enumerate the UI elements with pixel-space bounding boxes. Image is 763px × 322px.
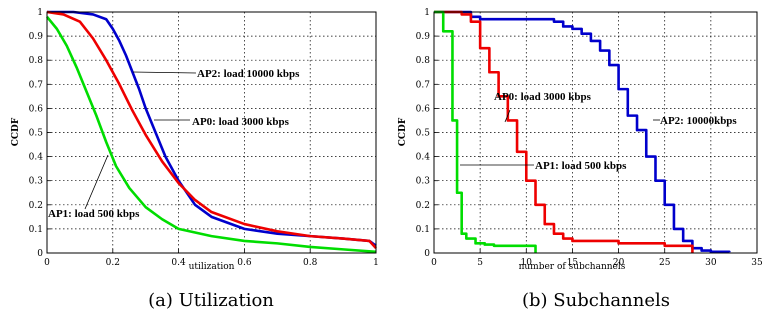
y-tick-label: 0.6 [416,104,431,114]
x-tick-label: 35 [751,258,763,268]
annotation-leader-ap0-b [504,109,511,123]
x-tick-label: 30 [705,258,717,268]
y-tick-label: 0.1 [29,225,43,235]
y-tick-label: 0.1 [416,225,430,235]
y-tick-label: 0.9 [29,32,44,42]
series-line-utilization-ap1 [45,15,377,254]
annotation-ap1: AP1: load 500 kbps [48,208,140,220]
grid-subchannels [434,12,757,253]
x-tick-label: 0.2 [106,258,120,268]
annotation-ap2: AP2: load 10000 kbps [197,68,300,80]
y-tick-label: 0.8 [29,56,44,66]
annotations-subchannels: AP2: 10000kbps AP0: load 3000 kbps AP1: … [460,91,737,172]
y-tick-label: 0.9 [416,32,431,42]
x-tick-label: 20 [613,258,625,268]
y-tick-label: 0.8 [416,56,431,66]
series-line-subchannels-ap1 [434,10,537,253]
x-tick-label: 10 [521,258,533,268]
y-tick-label: 0 [37,249,43,259]
x-tick-label: 25 [659,258,671,268]
annotation-leader-ap2 [132,71,197,74]
ticks-utilization: 0 0.2 0.4 0.6 0.8 1 0 0.1 0.2 0.3 0.4 0.5 0.6 0.7 0.8 0… [29,8,379,268]
series-line-utilization-ap0 [46,10,377,250]
x-tick-label: 0.6 [237,258,252,268]
y-tick-label: 1 [37,8,43,18]
x-tick-label: 5 [477,258,483,268]
caption-subchannels: (b) Subchannels [522,290,670,311]
annotation-ap2-b: AP2: 10000kbps [660,115,737,127]
x-tick-label: 0.4 [171,258,186,268]
y-axis-label-subchannels: CCDF [398,117,408,146]
x-tick-label: 15 [567,258,579,268]
x-tick-label: 0 [431,258,437,268]
y-tick-label: 0.7 [29,80,44,90]
y-axis-label-utilization: CCDF [11,117,21,146]
caption-utilization: (a) Utilization [148,290,274,311]
y-tick-label: 1 [424,8,430,18]
series-line-subchannels-ap0 [434,10,694,253]
y-tick-label: 0.2 [416,201,430,211]
grid-utilization [47,12,376,253]
y-tick-label: 0.7 [416,80,431,90]
annotation-ap0-b: AP0: load 3000 kbps [494,91,592,103]
y-tick-label: 0.4 [416,153,431,163]
panel-subchannels: 0 5 10 15 20 25 30 35 0 0.1 0.2 0.3 0.4 0.5 0.6 0.7 0.8 0… [398,8,763,272]
x-axis-label-subchannels: number of subchannels [519,262,626,272]
ticks-subchannels: 0 5 10 15 20 25 30 35 0 0.1 0.2 0.3 0.4 0.5 0.6 0.7 0.8 0… [416,8,763,268]
y-tick-label: 0.2 [29,201,43,211]
x-tick-label: 1 [373,258,379,268]
annotation-ap0: AP0: load 3000 kbps [192,116,290,128]
annotations-utilization: AP2: load 10000 kbps AP0: load 3000 kbps… [48,68,300,220]
plot-frame-subchannels [433,11,758,254]
y-tick-label: 0.3 [29,177,44,187]
panel-utilization: 0 0.2 0.4 0.6 0.8 1 0 0.1 0.2 0.3 0.4 0.5 0.6 0.7 0.8 0… [11,8,379,272]
series-line-subchannels-ap2 [434,10,731,254]
annotation-ap1-b: AP1: load 500 kbps [535,160,627,172]
y-tick-label: 0.3 [416,177,431,187]
y-tick-label: 0.6 [29,104,44,114]
y-tick-label: 0.4 [29,153,44,163]
series-subchannels [434,10,731,254]
series-utilization [45,10,377,254]
y-tick-label: 0.5 [416,129,431,139]
x-tick-label: 0 [44,258,50,268]
plot-frame-utilization [46,11,377,254]
y-tick-label: 0.5 [29,129,44,139]
x-tick-label: 0.8 [303,258,318,268]
x-axis-label-utilization: utilization [189,262,235,272]
y-tick-label: 0 [424,249,430,259]
annotation-leader-ap1 [84,154,109,210]
